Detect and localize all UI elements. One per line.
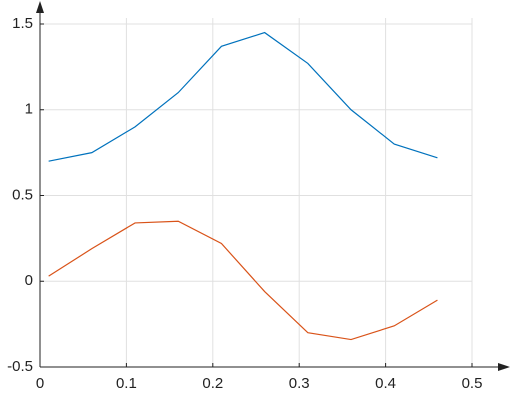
x-tick-label: 0.4	[375, 375, 396, 392]
x-tick-label: 0	[36, 375, 44, 392]
y-tick-label: 1	[25, 101, 33, 118]
x-tick-label: 0.2	[202, 375, 223, 392]
series-line	[48, 31, 438, 162]
series-line	[48, 220, 438, 341]
x-tick-label: 0.5	[462, 375, 483, 392]
y-tick-label: -0.5	[7, 358, 33, 375]
x-axis-arrow	[498, 363, 510, 371]
x-tick-label: 0.3	[289, 375, 310, 392]
y-axis-arrow	[36, 1, 44, 13]
y-tick-label: 0	[25, 272, 33, 289]
x-tick-label: 0.1	[116, 375, 137, 392]
y-tick-label: 1.5	[12, 15, 33, 32]
y-tick-label: 0.5	[12, 186, 33, 203]
